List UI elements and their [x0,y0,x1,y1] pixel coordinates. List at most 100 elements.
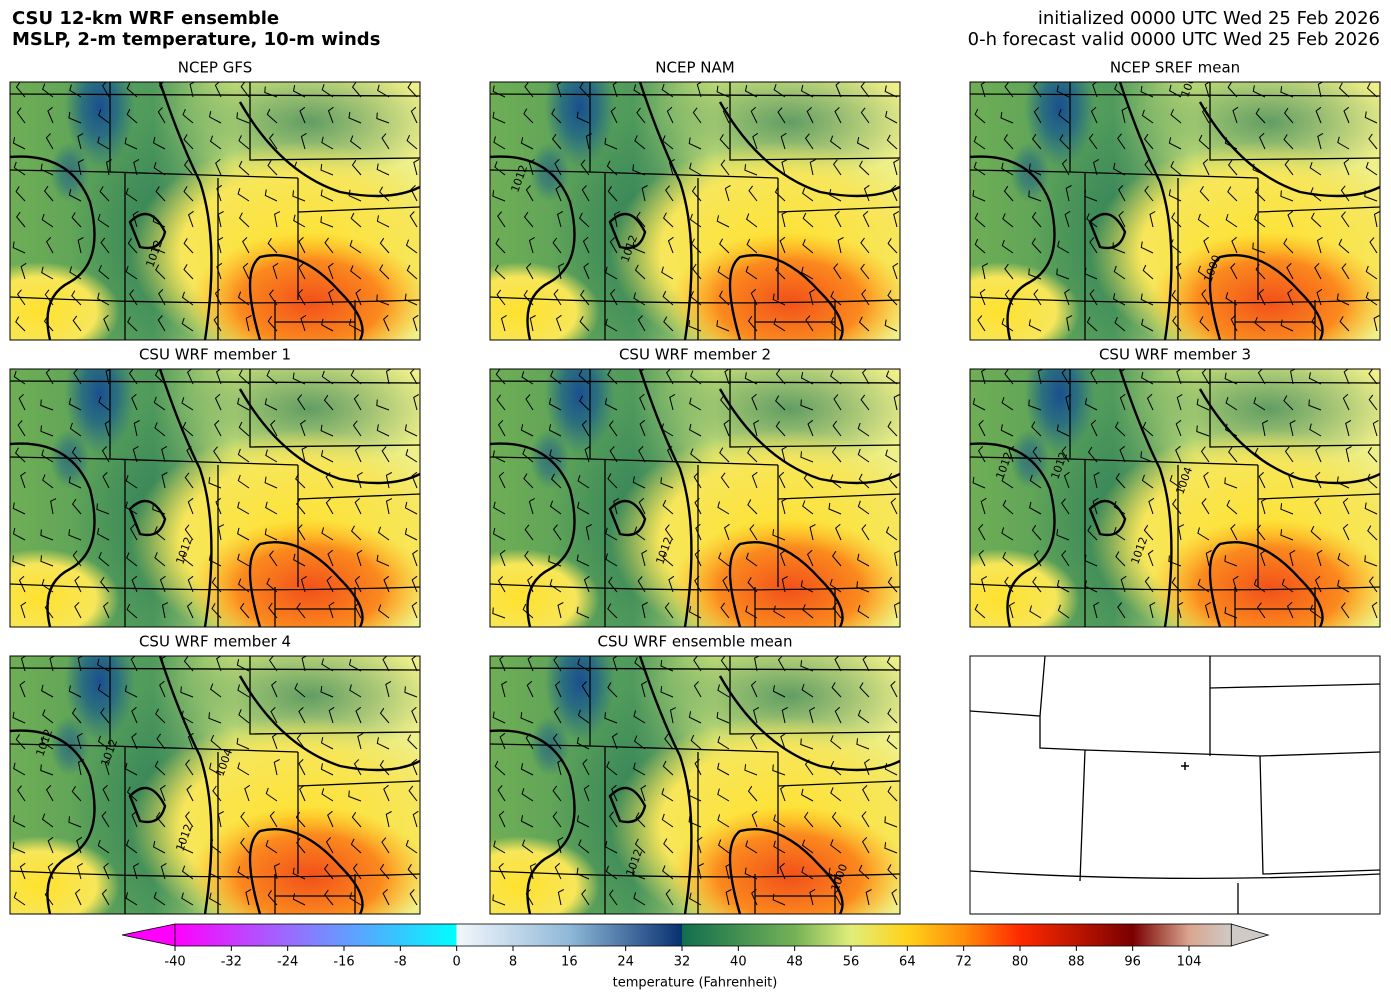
wind-barb [72,315,82,332]
wind-barb [751,471,758,489]
wind-barb [978,420,986,437]
wind-barb [44,289,54,306]
wind-barb [1117,133,1126,150]
wind-barb [293,161,306,176]
wind-barb [694,576,702,593]
wind-barb [297,524,306,541]
wind-barb [660,660,674,672]
wind-barb [1090,106,1098,124]
wind-barb [1144,185,1154,202]
wind-barb [495,238,506,254]
wind-barb [268,289,278,306]
wind-barb [244,784,251,802]
wind-barb [74,888,82,906]
wind-barb [749,524,758,541]
wind-barb [800,580,814,593]
wind-barb [126,603,138,619]
wind-barb [97,839,110,854]
wind-barb [555,314,562,332]
wind-barb [581,420,590,437]
wind-barb [1224,372,1238,385]
wind-barb [1114,83,1126,98]
wind-barb [690,448,702,463]
wind-barb [217,236,224,254]
wind-barb [1314,498,1322,515]
wind-barb [181,865,194,880]
wind-barb [527,575,534,593]
wind-barb [857,500,870,515]
wind-barb [1028,268,1042,280]
wind-barb [355,706,362,724]
wind-barb [405,449,418,463]
wind-barb [12,815,26,828]
wind-barb [978,550,986,567]
wind-barb [157,315,166,332]
wind-barb [1225,423,1238,437]
wind-barb [886,134,898,150]
wind-barb [216,262,223,280]
wind-barb [1029,605,1042,619]
wind-barb [381,133,390,150]
wind-barb [1177,601,1184,619]
wind-barb [633,526,646,541]
wind-barb [158,82,166,98]
wind-barb [379,863,390,880]
wind-barb [300,575,307,593]
wind-barb [1084,580,1098,593]
wind-barb [1084,398,1098,411]
wind-barb [609,289,618,306]
wind-barb [689,213,702,228]
wind-barb [102,785,110,802]
wind-barb [669,707,677,724]
wind-barb [292,190,306,202]
wind-barb [43,185,54,202]
wind-barb [295,473,306,489]
wind-barb [132,445,139,463]
wind-barb [884,842,898,854]
wind-barb [1368,133,1378,150]
wind-barb [354,445,362,463]
wind-barb [351,811,362,828]
wind-barb [745,605,758,619]
wind-barb [637,315,646,332]
wind-barb [1341,263,1350,280]
wind-barb [1337,136,1350,150]
wind-barb [265,839,278,854]
wind-barb [236,112,250,124]
wind-barb [604,398,618,411]
wind-barb [1198,134,1210,150]
wind-barb [1256,602,1266,619]
wind-barb [1197,527,1210,541]
wind-barb [520,137,534,150]
wind-barb [237,684,250,698]
wind-barb [1147,549,1154,567]
wind-barb [1084,554,1098,567]
figure-title: MSLP, 2-m temperature, 10-m winds [12,29,380,50]
wind-barb [1120,575,1127,593]
wind-barb [981,263,989,280]
wind-barb [126,82,138,98]
wind-barb [187,732,194,750]
wind-barb [129,289,138,306]
wind-barb [77,759,85,776]
wind-barbs [12,656,419,906]
wind-barb [265,787,278,802]
wind-barb [1311,316,1322,332]
colorbar-extend-high [1230,923,1270,947]
wind-barb [264,398,278,411]
wind-barb [893,210,900,228]
wind-barb [775,264,786,280]
wind-barb [861,369,870,385]
wind-barb [856,581,870,593]
wind-barb [1227,186,1238,202]
wind-barb [661,266,674,280]
wind-barb [1261,420,1269,437]
wind-barb [237,578,250,593]
panel-frame [489,655,901,915]
wind-barb [186,446,194,463]
wind-barb [492,111,506,124]
wind-barb [125,892,138,906]
wind-barb [1226,499,1238,515]
wind-barb [1200,446,1210,463]
wind-barb [577,501,590,515]
